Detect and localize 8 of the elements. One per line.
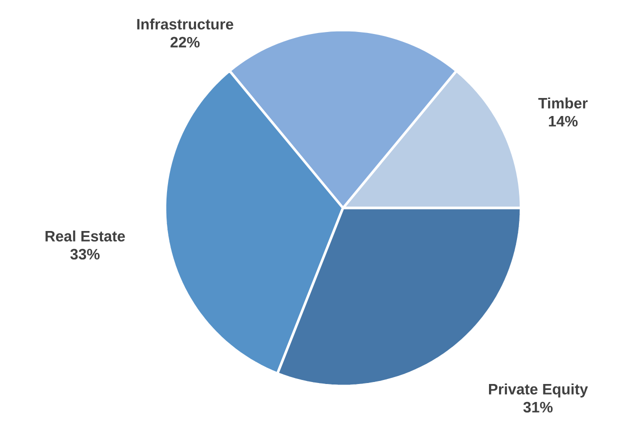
slice-label: Real Estate [46,230,125,242]
slice-label: Private Equity [488,383,588,398]
data-label: 14% [548,116,578,126]
slice-label: Infrastructure [137,18,234,30]
data-label: 22% [170,36,200,48]
data-label: 33% [70,248,100,260]
slice-label: Timber [538,98,588,109]
data-label: 31% [523,402,553,413]
